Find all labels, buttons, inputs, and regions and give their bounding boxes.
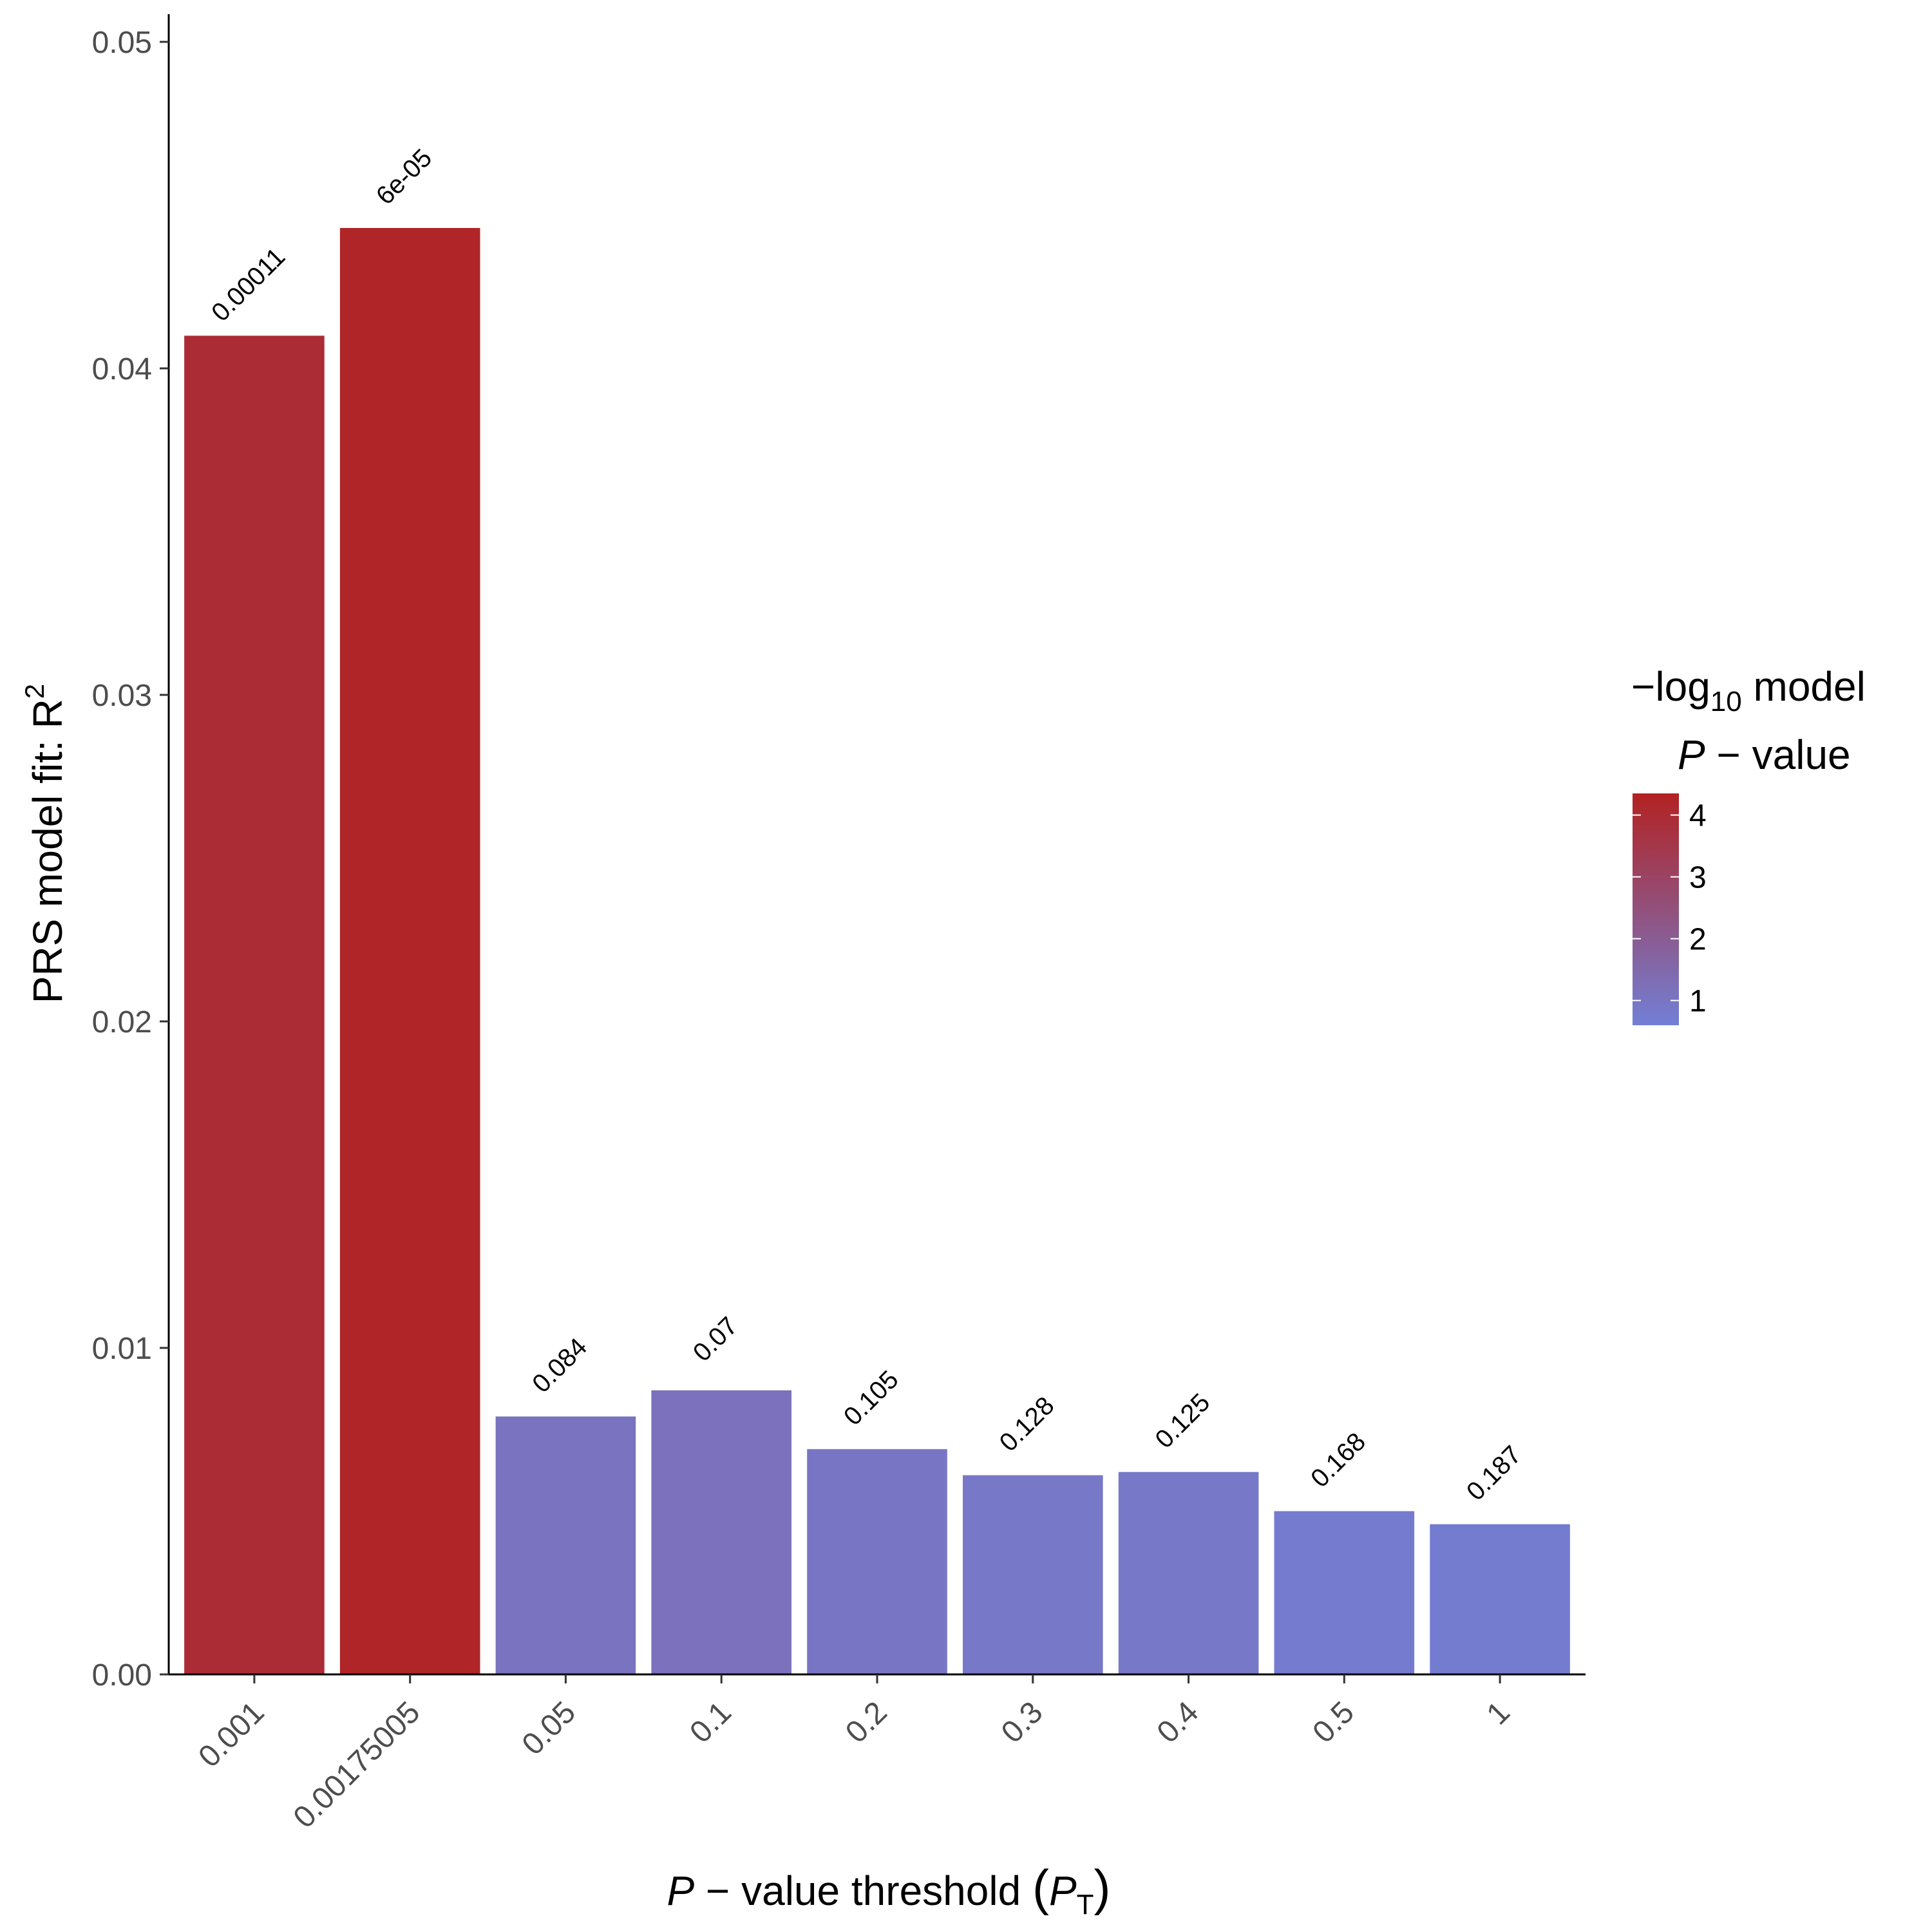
x-tick-label: 0.2 bbox=[839, 1695, 894, 1750]
legend-title-p: P bbox=[1678, 732, 1705, 778]
x-tick-label: 1 bbox=[1481, 1695, 1517, 1731]
legend-ticks-group: 1 2 3 4 bbox=[1633, 799, 1707, 1019]
legend-title-log-subscript: 10 bbox=[1710, 686, 1742, 717]
legend-title-value: − value bbox=[1705, 732, 1851, 778]
y-tick-label: 0.00 bbox=[92, 1658, 152, 1692]
x-axis-title-close-paren: ) bbox=[1094, 1859, 1111, 1916]
bar-label: 0.084 bbox=[527, 1332, 592, 1398]
bar-label: 0.105 bbox=[838, 1365, 904, 1431]
legend-tick-label: 4 bbox=[1689, 799, 1707, 833]
legend-title-line2: P − value bbox=[1678, 732, 1851, 778]
bar-label: 0.187 bbox=[1461, 1441, 1527, 1506]
x-axis-title-subscript: T bbox=[1077, 1889, 1094, 1920]
bar bbox=[1274, 1511, 1415, 1674]
x-axis-title-p: P bbox=[667, 1868, 694, 1914]
bar bbox=[963, 1475, 1103, 1674]
x-tick-label: 0.1 bbox=[683, 1695, 738, 1750]
x-tick-label: 0.3 bbox=[995, 1695, 1050, 1750]
x-axis-title-open-paren: ( bbox=[1032, 1859, 1049, 1916]
y-axis-title-text: PRS model fit: R bbox=[24, 699, 71, 1003]
bar-label: 0.168 bbox=[1305, 1427, 1371, 1493]
x-tick-label: 0.5 bbox=[1306, 1695, 1361, 1750]
legend-title-line1: −log10 model bbox=[1631, 663, 1866, 717]
bar-label: 0.00011 bbox=[206, 242, 290, 327]
x-tick-label: 0.4 bbox=[1151, 1695, 1206, 1750]
x-axis: 0.001 0.00175005 0.05 0.1 0.2 0.3 0.4 0.5 1 bbox=[169, 1673, 1586, 1835]
bar bbox=[1430, 1524, 1570, 1674]
legend-tick-label: 2 bbox=[1689, 923, 1707, 957]
bar bbox=[495, 1416, 636, 1674]
bar bbox=[1118, 1472, 1259, 1674]
x-axis-title-symbol: P bbox=[1049, 1868, 1077, 1914]
x-tick-label: 0.00175005 bbox=[287, 1695, 427, 1835]
y-tick-label: 0.02 bbox=[92, 1005, 152, 1039]
bars-group bbox=[184, 228, 1570, 1674]
y-tick-label: 0.01 bbox=[92, 1332, 152, 1366]
bar-label: 0.07 bbox=[688, 1312, 743, 1367]
bar bbox=[807, 1449, 947, 1674]
x-tick-label: 0.05 bbox=[516, 1695, 583, 1762]
legend-title-log: −log bbox=[1631, 663, 1710, 710]
bar bbox=[184, 336, 325, 1674]
bar bbox=[651, 1390, 791, 1674]
x-axis-title-text: − value threshold bbox=[694, 1868, 1032, 1914]
y-axis-title-superscript: 2 bbox=[19, 684, 50, 699]
bar-label: 6e-05 bbox=[371, 144, 437, 210]
bar-label: 0.125 bbox=[1150, 1388, 1215, 1454]
y-axis-title: PRS model fit: R2 bbox=[19, 684, 71, 1003]
x-axis-title: P − value threshold (PT) bbox=[667, 1859, 1110, 1920]
y-axis: 0.00 0.01 0.02 0.03 0.04 0.05 bbox=[92, 14, 170, 1692]
x-tick-label: 0.001 bbox=[192, 1695, 270, 1774]
y-tick-label: 0.04 bbox=[92, 352, 152, 386]
legend-tick-label: 3 bbox=[1689, 861, 1707, 895]
legend-tick-label: 1 bbox=[1689, 985, 1707, 1019]
y-tick-label: 0.05 bbox=[92, 26, 152, 60]
bar bbox=[339, 228, 480, 1674]
legend-colorbar bbox=[1633, 793, 1679, 1025]
legend-title-model: model bbox=[1742, 663, 1866, 710]
legend: −log10 model P − value 1 2 3 4 bbox=[1631, 663, 1866, 1025]
y-ticks-group: 0.00 0.01 0.02 0.03 0.04 0.05 bbox=[92, 26, 169, 1692]
bar-label: 0.128 bbox=[994, 1392, 1060, 1457]
x-ticks-group: 0.001 0.00175005 0.05 0.1 0.2 0.3 0.4 0.5 1 bbox=[192, 1674, 1517, 1835]
y-tick-label: 0.03 bbox=[92, 679, 152, 713]
